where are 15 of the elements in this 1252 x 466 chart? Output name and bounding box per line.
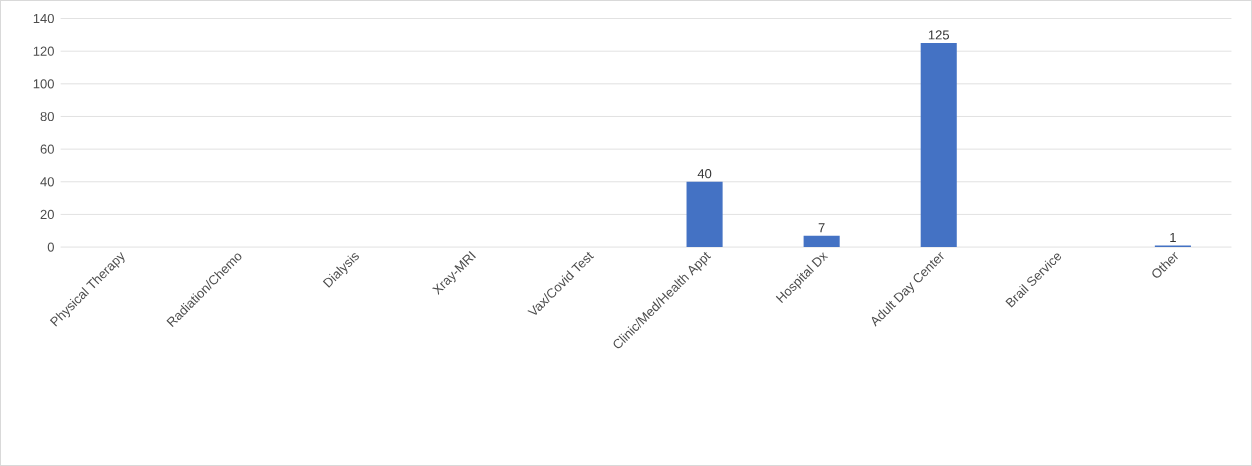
data-label: 40 (697, 169, 712, 179)
data-label: 1 (1170, 232, 1176, 242)
y-tick-label: 140 (33, 13, 54, 24)
y-tick-label: 20 (40, 209, 54, 219)
y-tick-label: 60 (40, 144, 54, 154)
data-label: 125 (928, 30, 950, 40)
y-tick-label: 40 (40, 177, 54, 187)
bar (686, 181, 723, 248)
y-tick-label: 100 (33, 79, 54, 89)
bar (920, 42, 957, 248)
y-tick-label: 120 (33, 46, 54, 56)
y-tick-label: 0 (47, 242, 54, 252)
data-label: 7 (818, 223, 825, 233)
bar (803, 235, 840, 248)
y-tick-label: 80 (40, 111, 54, 122)
